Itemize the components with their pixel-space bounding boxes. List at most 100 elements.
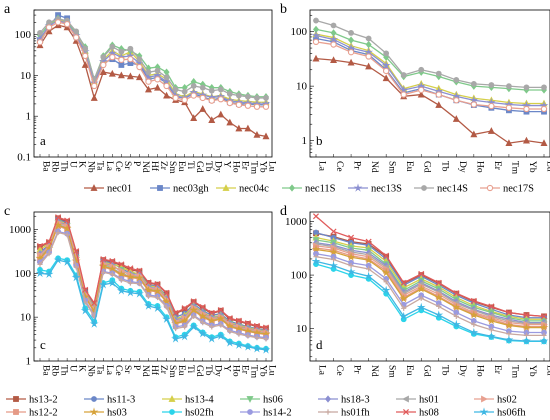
data-point [73,264,79,270]
data-point [399,294,409,303]
data-point [163,91,171,99]
data-point [329,260,338,270]
legend-label: hs14-2 [263,408,292,419]
data-point [486,331,496,341]
data-point [108,69,116,77]
x-tick-label: Dy [457,161,467,173]
data-point [435,279,442,286]
series-nec01 [312,54,548,146]
data-point [313,17,319,24]
data-point [329,34,338,44]
data-point [136,281,143,287]
x-tick-label: Dy [457,365,467,377]
data-point [522,322,531,332]
x-tick-label: Lu [545,365,550,376]
x-tick-label: Tm [248,365,258,379]
data-point [453,290,460,297]
data-point [116,269,126,279]
data-point [523,84,530,91]
data-point [109,271,115,277]
data-point [245,93,251,100]
data-point [347,58,355,66]
legend-label: hs18-3 [341,395,370,406]
x-tick-label: Yb [257,161,267,173]
data-point [346,267,356,276]
data-point [365,35,372,42]
x-tick-label: Tm [509,365,519,379]
chart-panel-b: 1 10 100 La Ce Pr Nd Sm Eu Gd Tb Dy Ho Er Tm Yb Lu b b [280,2,550,175]
data-point [217,86,224,93]
data-point [199,304,206,311]
x-tick-label: Ta [95,161,105,171]
legend-label: hs06fh [497,408,526,419]
data-point [225,338,235,347]
data-point [365,53,372,60]
data-point [365,40,372,49]
panel-inner-letter: b [316,133,323,148]
x-tick-label: Yb [527,161,537,173]
x-tick-label: Ho [230,161,240,173]
data-point [172,309,179,316]
data-point [127,55,134,63]
data-point [144,285,153,295]
legend-item-hs02: hs02 [474,395,517,406]
data-point [153,303,162,312]
series-line [315,242,544,324]
x-tick-label: Ho [230,365,240,377]
data-point [312,38,320,46]
data-point [191,313,197,319]
y-tick-label: 1 [26,111,32,123]
x-tick-label: Pr [352,161,362,170]
plot-frame [33,9,273,158]
data-point [100,54,107,61]
x-tick-label: Th [59,161,69,172]
legend-marker [157,185,163,191]
legend-bottom-row-2: hs12-2 hs03 hs02fh hs14-2 hs01fh hs08 hs06fh [6,407,526,419]
data-point [154,294,161,301]
y-tick-label: 1 [26,356,32,368]
data-point [100,61,107,69]
panel-inner-letter: c [40,337,46,352]
data-point [145,78,152,85]
x-tick-label: Sm [167,161,177,174]
data-point [54,19,62,26]
data-point [163,74,170,81]
data-point [198,329,208,338]
data-point [452,115,460,122]
legend-item-hs18-3: hs18-3 [318,395,370,406]
data-point [235,317,242,324]
x-tick-label: Rb [50,365,60,376]
data-point [62,257,72,266]
data-point [118,261,125,268]
data-point [418,86,425,94]
series-line [315,57,545,144]
x-tick-label: Eu [404,365,414,376]
legend-label: hs01fh [341,408,370,419]
legend-item-hs01: hs01 [396,395,439,406]
data-point [100,256,107,263]
data-point [199,105,207,112]
data-point [451,302,461,312]
data-point [505,104,513,111]
legend-label: hs11-3 [107,395,135,406]
x-tick-label: Pr [352,365,362,374]
data-point [540,313,548,320]
data-point [172,94,179,102]
data-point [234,340,244,349]
data-point [418,66,425,73]
x-tick-label: P [131,365,141,370]
data-point [330,228,337,235]
legend-marker [481,395,488,403]
data-point [227,328,233,335]
data-point [153,286,162,295]
series-nec11S [37,14,269,101]
data-point [71,272,81,282]
data-point [44,269,54,279]
x-tick-label: Nb [86,161,96,173]
series-hs01fh [37,229,269,342]
legend-item-hs06: hs06 [240,395,283,406]
data-point [417,90,425,98]
series-line [39,231,267,340]
data-point [55,214,62,221]
data-point [163,289,170,296]
